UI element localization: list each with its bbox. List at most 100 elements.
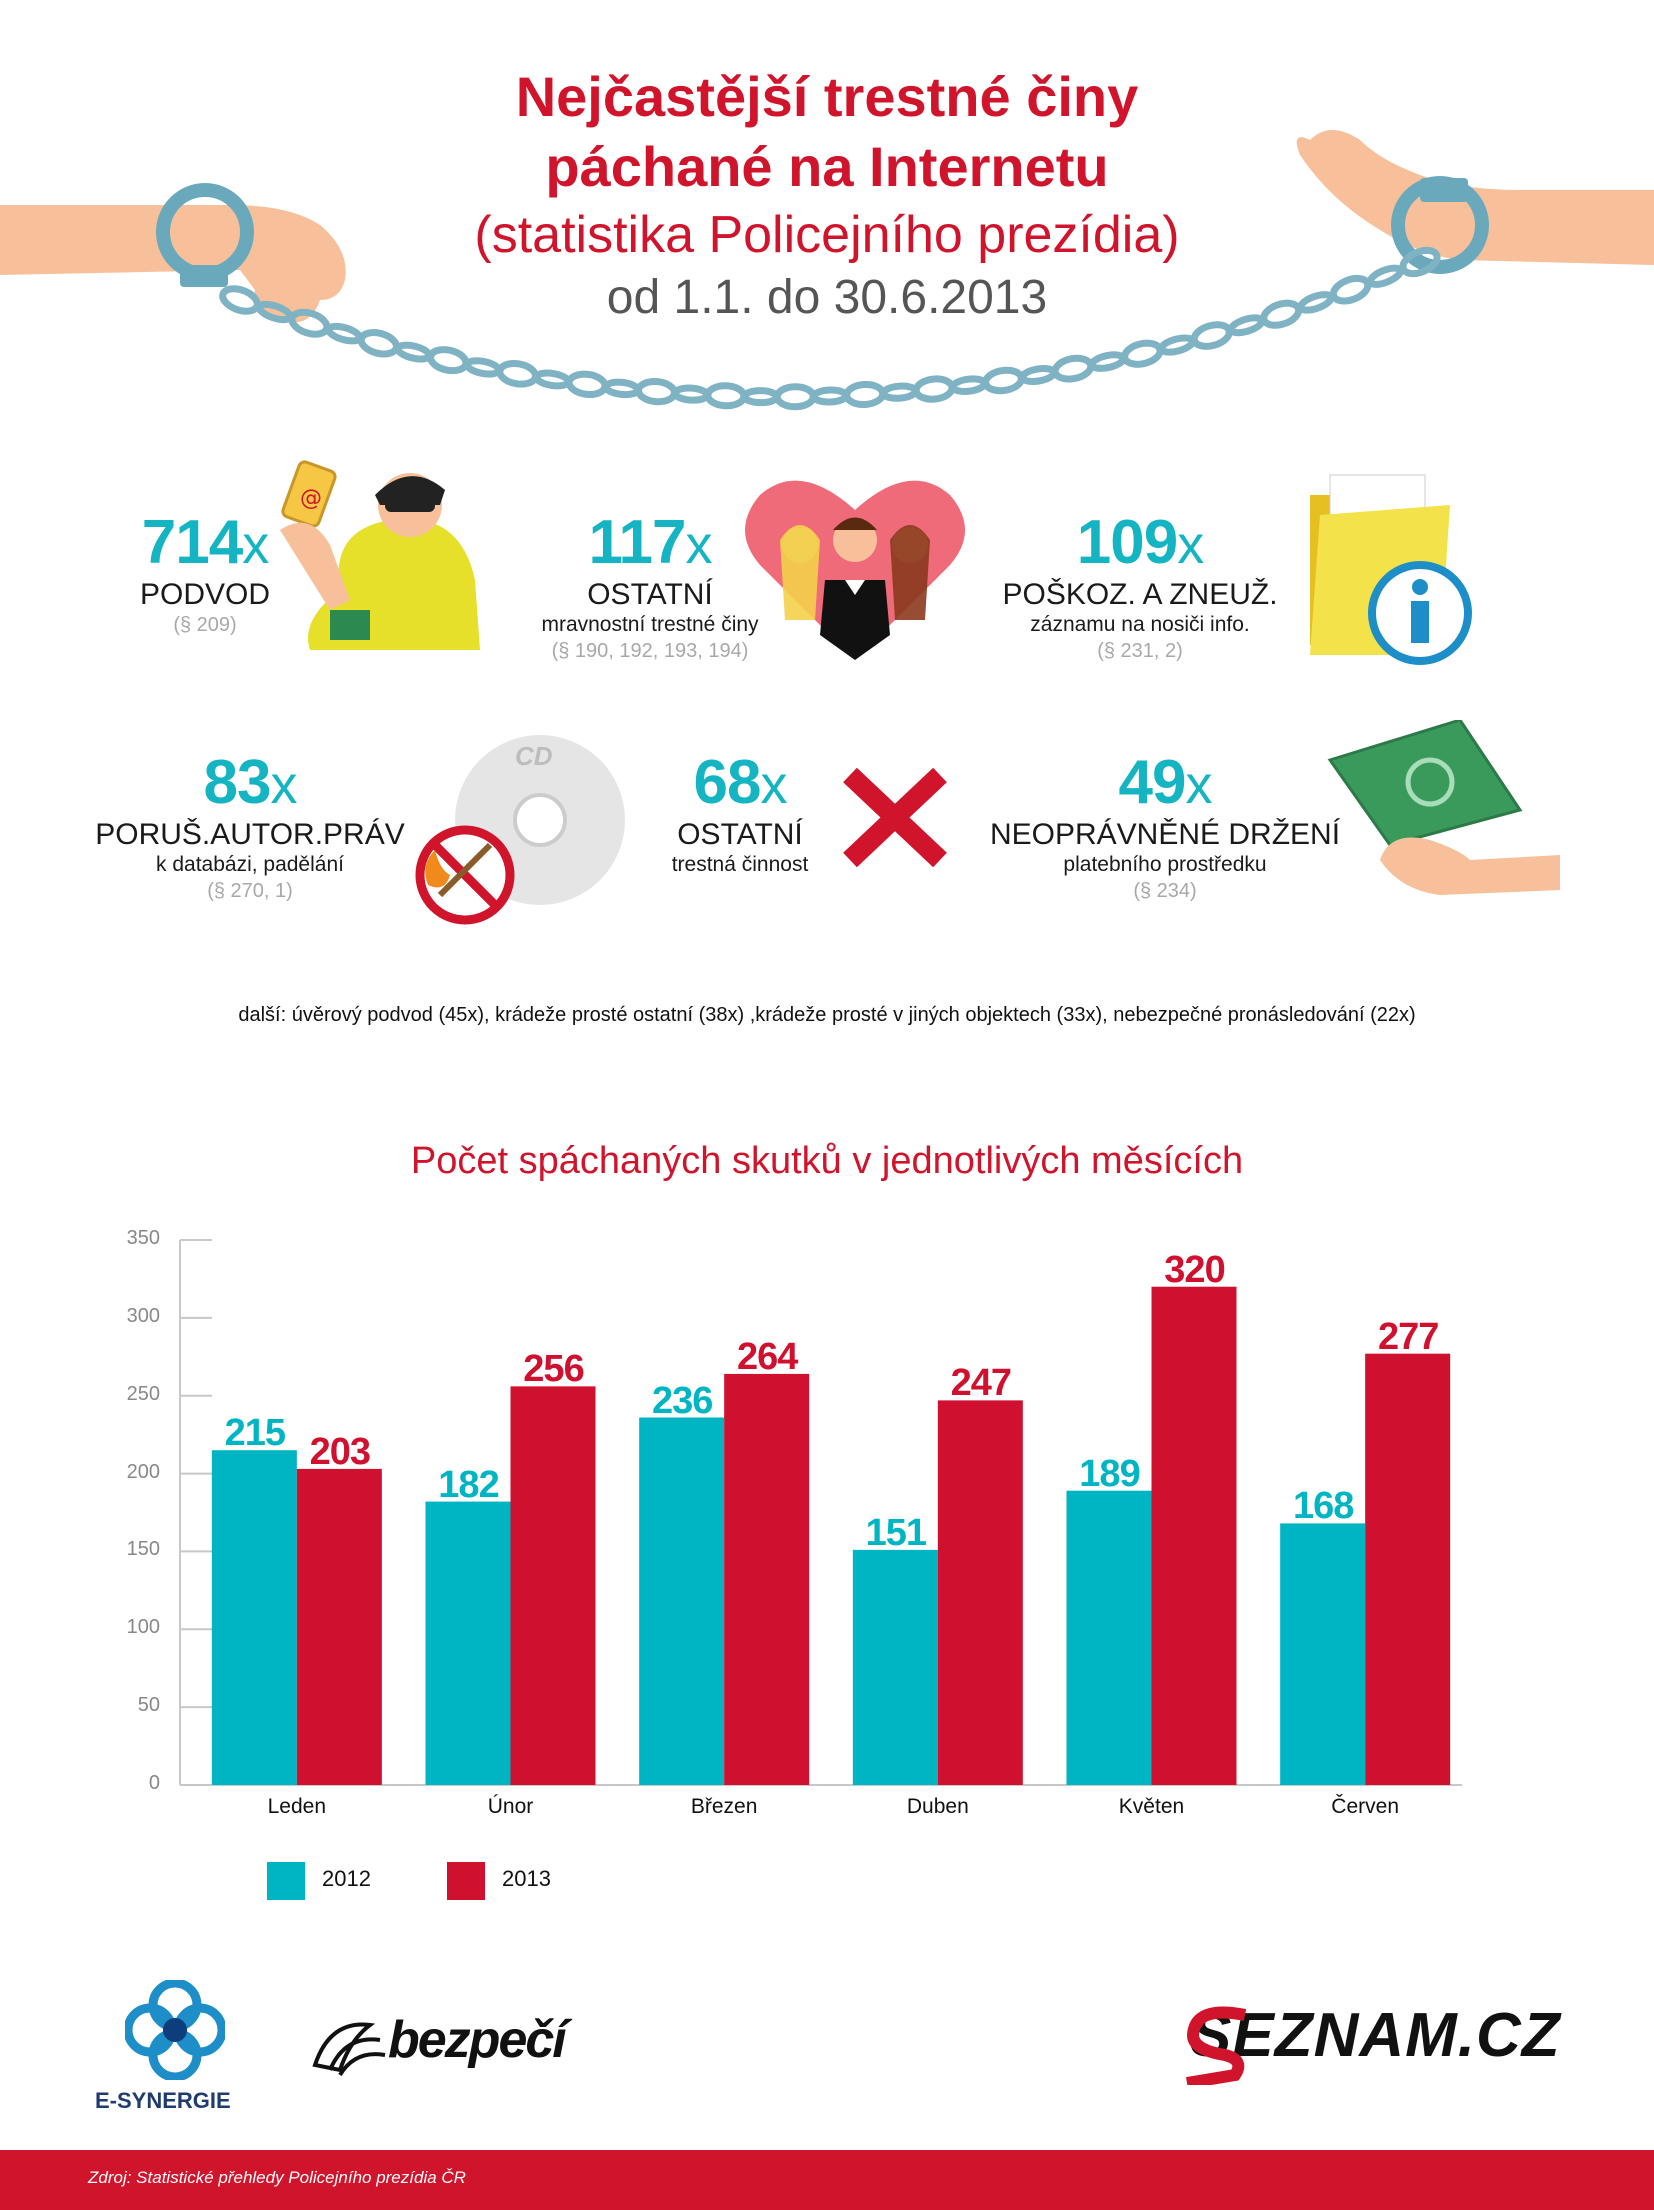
data-label: 203 <box>309 1430 371 1473</box>
chain-link-icon <box>357 329 400 358</box>
chain-link-icon <box>704 382 748 410</box>
header: Nejčastější trestné činy páchané na Inte… <box>0 62 1654 328</box>
chain-link-icon <box>394 341 433 363</box>
bar-2012-Duben <box>852 1549 938 1785</box>
category-label: Květen <box>1118 1795 1185 1818</box>
data-label: 236 <box>651 1379 713 1422</box>
bar-2012-Červen <box>1280 1523 1366 1785</box>
stat-moral: 117x OSTATNÍ mravnostní trestné činy (§ … <box>500 510 800 664</box>
chain-link-icon <box>671 384 711 404</box>
stat-copyright: 83x PORUŠ.AUTOR.PRÁV k databázi, padělán… <box>90 750 410 904</box>
chain-link-icon <box>1088 351 1127 372</box>
stat-desc: mravnostní trestné činy <box>541 613 759 636</box>
chain-link-icon <box>635 378 678 406</box>
data-label: 247 <box>950 1362 1012 1405</box>
source-note: Zdroj: Statistické přehledy Policejního … <box>88 2168 466 2187</box>
bar-2013-Leden <box>296 1468 382 1785</box>
stat-law: (§ 209) <box>173 614 237 636</box>
seznam-s-icon <box>1186 2006 1247 2085</box>
thief-icon: @ <box>280 460 480 650</box>
stat-desc: záznamu na nosiči info. <box>1030 613 1250 636</box>
bezpeci-hands-icon <box>312 2022 386 2077</box>
legend-label-2012: 2012 <box>322 1866 371 1891</box>
chain-link-icon <box>565 370 609 399</box>
stat-law: (§ 190, 192, 193, 194) <box>551 640 749 662</box>
stat-name: POŠKOZ. A ZNEUŽ. <box>1002 578 1278 611</box>
svg-text:@: @ <box>300 486 322 511</box>
stat-law: (§ 231, 2) <box>1097 640 1183 662</box>
esynergie-logo-icon <box>125 1980 225 2080</box>
stat-count: 117x <box>588 508 712 577</box>
chain-link-icon <box>496 360 539 388</box>
more-crimes-note: další: úvěrový podvod (45x), krádeže pro… <box>238 1004 1416 1026</box>
stat-name: PODVOD <box>139 578 271 611</box>
bar-2013-Duben <box>937 1400 1023 1785</box>
stat-law: (§ 270, 1) <box>207 880 293 902</box>
bar-2012-Únor <box>425 1501 511 1785</box>
chain-link-icon <box>602 378 642 399</box>
chain-link-icon <box>912 375 956 403</box>
chain-link-icon <box>1399 246 1441 278</box>
heart-couple-icon <box>745 480 965 660</box>
chain-link-icon <box>810 386 850 406</box>
chain-link-icon <box>982 366 1025 395</box>
data-label: 264 <box>736 1335 798 1378</box>
title-line-1: Nejčastější trestné činy <box>515 65 1139 128</box>
bezpeci-logo-text: bezpečí <box>388 2011 567 2069</box>
stat-count: 714x <box>141 508 269 577</box>
data-label: 215 <box>224 1412 286 1455</box>
stat-other: 68x OSTATNÍ trestná činnost <box>640 750 840 878</box>
stat-fraud: 714x PODVOD (§ 209) <box>60 510 350 638</box>
category-label: Červen <box>1331 1795 1399 1818</box>
chain-link-icon <box>1121 339 1164 368</box>
chain-link-icon <box>533 369 572 390</box>
chain-link-icon <box>1158 334 1197 356</box>
banknote-hand-icon <box>1327 720 1560 895</box>
category-label: Leden <box>267 1795 327 1818</box>
esynergie-logo-text: E-SYNERGIE <box>95 2088 231 2113</box>
bar-2012-Leden <box>211 1450 297 1785</box>
legend-label-2013: 2013 <box>502 1866 551 1891</box>
title-line-2: páchané na Internetu <box>545 135 1109 198</box>
category-label: Březen <box>690 1795 758 1818</box>
chain-link-icon <box>427 346 470 375</box>
chain-link-icon <box>463 357 503 378</box>
bar-2013-Červen <box>1365 1353 1451 1785</box>
y-tick-label: 350 <box>126 1227 160 1249</box>
chain-link-icon <box>741 387 781 407</box>
data-label: 182 <box>438 1463 499 1506</box>
bar-2013-Únor <box>510 1386 596 1785</box>
y-tick-label: 0 <box>148 1772 160 1794</box>
stat-desc: trestná činnost <box>671 853 809 876</box>
chain-link-icon <box>879 382 919 402</box>
stat-payment: 49x NEOPRÁVNĚNÉ DRŽENÍ platebního prostř… <box>980 750 1350 904</box>
y-tick-label: 50 <box>137 1694 160 1717</box>
chain-link-icon <box>1051 354 1095 383</box>
subtitle: (statistika Policejního prezídia) <box>474 206 1180 264</box>
bar-2013-Květen <box>1151 1286 1237 1785</box>
data-label: 151 <box>865 1511 927 1554</box>
handcuffs-illustration <box>0 130 1654 411</box>
y-tick-label: 300 <box>126 1304 160 1327</box>
data-label: 256 <box>523 1348 584 1391</box>
stat-name: OSTATNÍ <box>677 818 803 851</box>
data-label: 168 <box>1292 1485 1354 1528</box>
chain-link-icon <box>1018 364 1058 385</box>
data-label: 189 <box>1079 1452 1140 1495</box>
bar-2012-Březen <box>639 1417 725 1785</box>
y-tick-label: 200 <box>126 1460 160 1483</box>
footer-bar: Zdroj: Statistické přehledy Policejního … <box>0 2150 1654 2210</box>
legend-swatch-2013 <box>447 1862 485 1900</box>
chain-link-icon <box>773 383 817 411</box>
stat-law: (§ 234) <box>1133 880 1197 902</box>
data-label: 320 <box>1164 1248 1225 1291</box>
bar-2013-Březen <box>724 1373 810 1785</box>
chain-link-icon <box>1366 264 1404 288</box>
stat-count: 109x <box>1076 508 1204 577</box>
bar-2012-Květen <box>1066 1490 1152 1785</box>
y-tick-label: 250 <box>126 1382 160 1405</box>
chain-link-icon <box>949 375 989 395</box>
cd-no-fire-icon: CD <box>415 735 625 925</box>
category-label: Únor <box>487 1795 534 1818</box>
stat-desc: k databázi, padělání <box>156 853 344 876</box>
